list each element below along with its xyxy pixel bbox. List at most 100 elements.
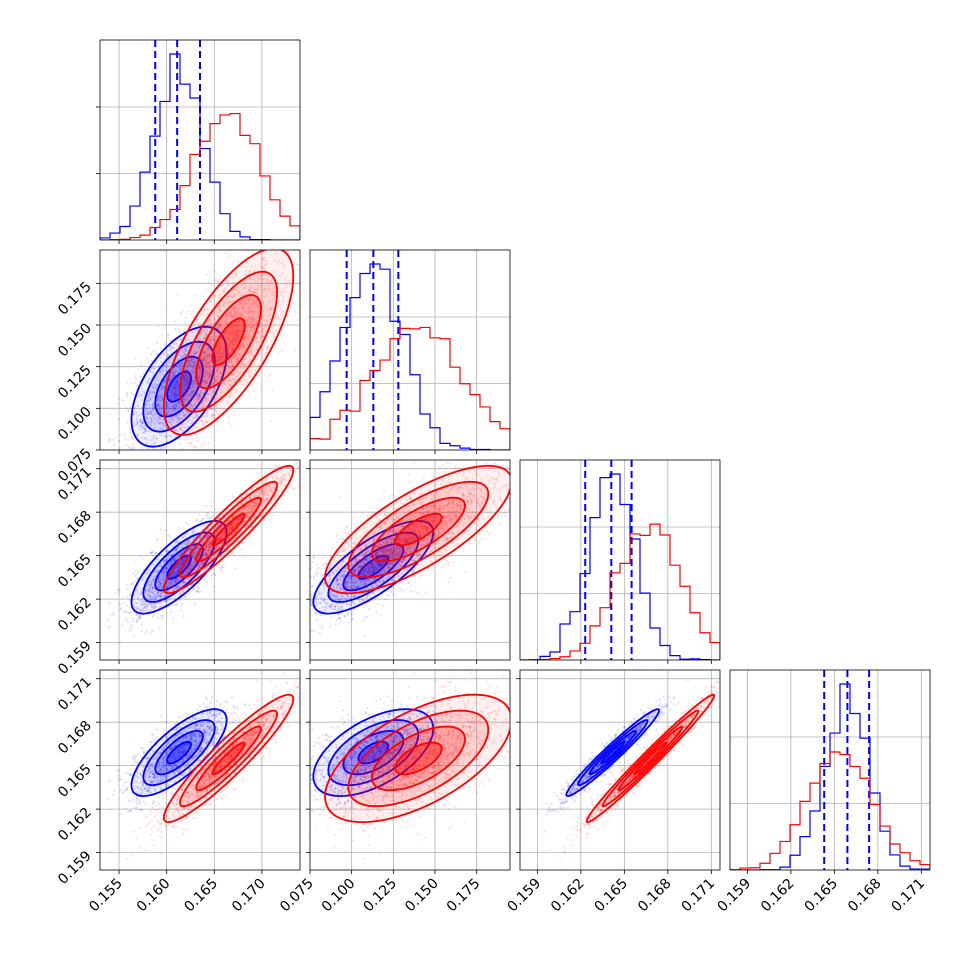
scatter-point xyxy=(141,390,144,393)
scatter-point xyxy=(232,411,235,414)
scatter-point xyxy=(218,309,221,312)
scatter-point xyxy=(210,324,213,327)
scatter-point xyxy=(170,416,173,420)
scatter-point xyxy=(174,361,177,364)
scatter-point xyxy=(231,328,234,331)
scatter-point xyxy=(192,416,196,419)
scatter-point xyxy=(153,442,156,446)
scatter-point xyxy=(173,392,177,395)
panel-frame xyxy=(99,39,301,241)
scatter-point xyxy=(224,332,227,335)
scatter-point xyxy=(151,390,154,394)
scatter-point xyxy=(171,374,174,377)
scatter-point xyxy=(132,443,135,446)
scatter-point xyxy=(173,393,176,396)
scatter-point xyxy=(202,358,205,361)
scatter-point xyxy=(236,339,239,342)
scatter-point xyxy=(209,500,212,503)
scatter-point xyxy=(136,421,139,424)
scatter-point xyxy=(156,419,159,422)
scatter-point xyxy=(239,312,243,316)
panel-content xyxy=(106,225,306,468)
scatter-point xyxy=(239,366,242,370)
scatter-point xyxy=(199,324,203,327)
scatter-point xyxy=(227,301,230,304)
scatter-point xyxy=(237,315,240,318)
scatter-point xyxy=(206,393,209,396)
scatter-point xyxy=(197,375,200,378)
scatter-point xyxy=(304,319,306,321)
scatter-point xyxy=(212,338,215,341)
scatter-point xyxy=(279,307,282,310)
scatter-point xyxy=(171,371,174,375)
scatter-point xyxy=(234,270,237,273)
scatter-point xyxy=(214,406,217,409)
scatter-point xyxy=(218,346,221,349)
scatter-point xyxy=(135,460,137,462)
scatter-point xyxy=(195,329,199,332)
scatter-point xyxy=(210,370,213,373)
scatter-point xyxy=(219,338,222,341)
scatter-point xyxy=(230,310,233,314)
scatter-point xyxy=(185,348,188,351)
scatter-point xyxy=(283,265,286,268)
scatter-point xyxy=(142,421,145,425)
scatter-point xyxy=(126,409,130,412)
scatter-point xyxy=(230,295,233,298)
scatter-point xyxy=(183,377,186,380)
scatter-point xyxy=(184,353,187,356)
scatter-point xyxy=(223,348,226,351)
scatter-point xyxy=(157,553,160,557)
scatter-point xyxy=(181,309,184,313)
scatter-point xyxy=(204,334,207,337)
scatter-point xyxy=(185,378,188,381)
scatter-point xyxy=(204,389,207,392)
scatter-point xyxy=(183,347,186,351)
scatter-point xyxy=(126,595,129,599)
scatter-point xyxy=(224,315,228,318)
scatter-point xyxy=(205,397,208,400)
scatter-point xyxy=(188,361,191,364)
scatter-point xyxy=(144,429,147,433)
scatter-point xyxy=(177,376,180,379)
scatter-point xyxy=(171,372,174,375)
scatter-point xyxy=(185,380,188,383)
scatter-point xyxy=(274,329,277,332)
scatter-point xyxy=(189,369,192,372)
scatter-point xyxy=(180,391,184,395)
scatter-point xyxy=(248,322,251,326)
scatter-point xyxy=(160,395,163,399)
scatter-point xyxy=(176,371,179,374)
scatter-point xyxy=(187,375,190,378)
scatter-point xyxy=(171,391,174,394)
scatter-point xyxy=(174,320,177,323)
scatter-point xyxy=(224,330,227,333)
scatter-point xyxy=(250,286,253,289)
scatter-point xyxy=(152,414,155,418)
scatter-point xyxy=(201,364,205,367)
scatter-point xyxy=(190,404,193,407)
scatter-point xyxy=(287,225,289,227)
scatter-point xyxy=(252,309,255,312)
scatter-point xyxy=(144,412,147,415)
scatter-point xyxy=(204,381,207,384)
scatter-point xyxy=(203,356,206,359)
scatter-point xyxy=(156,456,158,458)
scatter-point xyxy=(190,358,194,361)
scatter-point xyxy=(179,608,183,612)
scatter-point xyxy=(175,604,178,607)
scatter-point xyxy=(258,335,261,338)
scatter-point xyxy=(235,338,238,341)
scatter-point xyxy=(120,466,122,468)
scatter-point xyxy=(177,401,181,404)
scatter-point xyxy=(175,413,178,416)
scatter-point xyxy=(139,375,142,378)
scatter-point xyxy=(206,313,209,316)
scatter-point xyxy=(208,374,212,378)
scatter-point xyxy=(217,412,220,416)
scatter-point xyxy=(201,380,205,383)
scatter-point xyxy=(175,429,178,432)
scatter-point xyxy=(137,367,140,371)
scatter-point xyxy=(174,403,177,406)
